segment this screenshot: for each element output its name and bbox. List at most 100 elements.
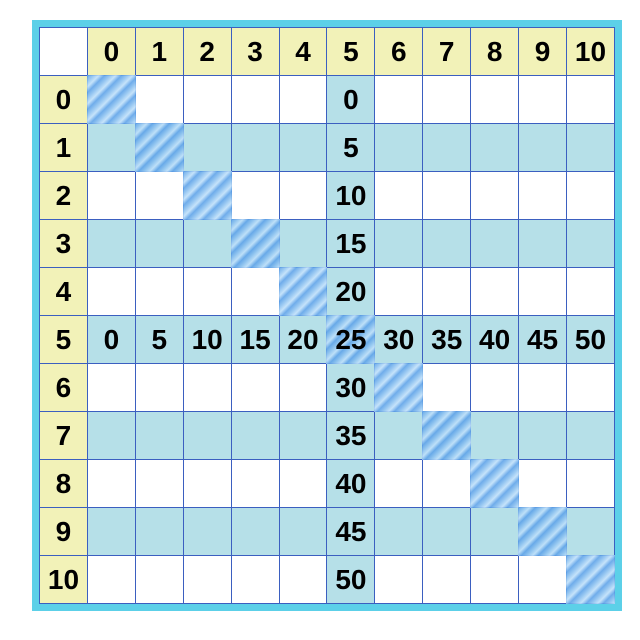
- cell-10-6: [375, 556, 423, 604]
- cell-4-6: [375, 268, 423, 316]
- col-header-label: 7: [439, 36, 455, 67]
- multiplication-table: 0123456789100015210315420505101520253035…: [39, 27, 615, 604]
- cell-value: 30: [383, 324, 414, 355]
- cell-9-8: [471, 508, 519, 556]
- cell-4-2: [183, 268, 231, 316]
- cell-10-10: [566, 556, 614, 604]
- cell-10-8: [471, 556, 519, 604]
- cell-8-9: [519, 460, 567, 508]
- cell-0-4: [279, 76, 327, 124]
- cell-9-9: [519, 508, 567, 556]
- diagonal-highlight: [231, 219, 280, 268]
- cell-10-7: [423, 556, 471, 604]
- row-header-7: 7: [40, 412, 88, 460]
- cell-5-4: 20: [279, 316, 327, 364]
- col-header-8: 8: [471, 28, 519, 76]
- col-header-label: 4: [295, 36, 311, 67]
- cell-10-1: [135, 556, 183, 604]
- cell-1-2: [183, 124, 231, 172]
- cell-2-5: 10: [327, 172, 375, 220]
- row-header-4: 4: [40, 268, 88, 316]
- cell-5-5: 25: [327, 316, 375, 364]
- cell-0-9: [519, 76, 567, 124]
- cell-3-8: [471, 220, 519, 268]
- cell-2-3: [231, 172, 279, 220]
- cell-value: 40: [335, 468, 366, 499]
- cell-2-2: [183, 172, 231, 220]
- row-header-label: 4: [56, 276, 72, 307]
- cell-value: 0: [343, 84, 359, 115]
- cell-0-0: [87, 76, 135, 124]
- row-header-6: 6: [40, 364, 88, 412]
- col-header-label: 0: [104, 36, 120, 67]
- cell-value: 25: [335, 324, 366, 355]
- row-header-label: 2: [56, 180, 72, 211]
- cell-2-6: [375, 172, 423, 220]
- cell-0-7: [423, 76, 471, 124]
- col-header-7: 7: [423, 28, 471, 76]
- cell-10-4: [279, 556, 327, 604]
- cell-4-1: [135, 268, 183, 316]
- cell-8-8: [471, 460, 519, 508]
- cell-0-6: [375, 76, 423, 124]
- cell-6-10: [566, 364, 614, 412]
- cell-8-2: [183, 460, 231, 508]
- col-header-label: 2: [199, 36, 215, 67]
- col-header-1: 1: [135, 28, 183, 76]
- diagonal-highlight: [183, 171, 232, 220]
- cell-value: 10: [192, 324, 223, 355]
- col-header-0: 0: [87, 28, 135, 76]
- col-header-label: 5: [343, 36, 359, 67]
- cell-7-5: 35: [327, 412, 375, 460]
- cell-4-7: [423, 268, 471, 316]
- diagonal-highlight: [518, 507, 567, 556]
- diagonal-highlight: [135, 123, 184, 172]
- cell-9-2: [183, 508, 231, 556]
- cell-4-8: [471, 268, 519, 316]
- cell-2-4: [279, 172, 327, 220]
- cell-8-4: [279, 460, 327, 508]
- corner-cell: [40, 28, 88, 76]
- cell-value: 30: [335, 372, 366, 403]
- cell-5-0: 0: [87, 316, 135, 364]
- cell-4-3: [231, 268, 279, 316]
- cell-8-3: [231, 460, 279, 508]
- cell-6-4: [279, 364, 327, 412]
- cell-6-8: [471, 364, 519, 412]
- col-header-9: 9: [519, 28, 567, 76]
- row-header-8: 8: [40, 460, 88, 508]
- cell-1-3: [231, 124, 279, 172]
- cell-value: 45: [335, 516, 366, 547]
- cell-4-4: [279, 268, 327, 316]
- cell-6-7: [423, 364, 471, 412]
- row-header-9: 9: [40, 508, 88, 556]
- cell-7-3: [231, 412, 279, 460]
- cell-4-0: [87, 268, 135, 316]
- row-header-10: 10: [40, 556, 88, 604]
- cell-7-7: [423, 412, 471, 460]
- cell-9-3: [231, 508, 279, 556]
- cell-9-6: [375, 508, 423, 556]
- cell-8-1: [135, 460, 183, 508]
- diagonal-highlight: [470, 459, 519, 508]
- cell-value: 5: [343, 132, 359, 163]
- cell-3-10: [566, 220, 614, 268]
- diagonal-highlight: [566, 555, 615, 604]
- cell-3-3: [231, 220, 279, 268]
- cell-7-6: [375, 412, 423, 460]
- cell-5-3: 15: [231, 316, 279, 364]
- row-header-3: 3: [40, 220, 88, 268]
- cell-9-5: 45: [327, 508, 375, 556]
- cell-3-1: [135, 220, 183, 268]
- cell-10-5: 50: [327, 556, 375, 604]
- cell-1-0: [87, 124, 135, 172]
- cell-9-1: [135, 508, 183, 556]
- cell-10-2: [183, 556, 231, 604]
- cell-value: 20: [335, 276, 366, 307]
- row-header-label: 0: [56, 84, 72, 115]
- cell-value: 5: [151, 324, 167, 355]
- cell-4-10: [566, 268, 614, 316]
- cell-9-4: [279, 508, 327, 556]
- cell-10-9: [519, 556, 567, 604]
- cell-2-10: [566, 172, 614, 220]
